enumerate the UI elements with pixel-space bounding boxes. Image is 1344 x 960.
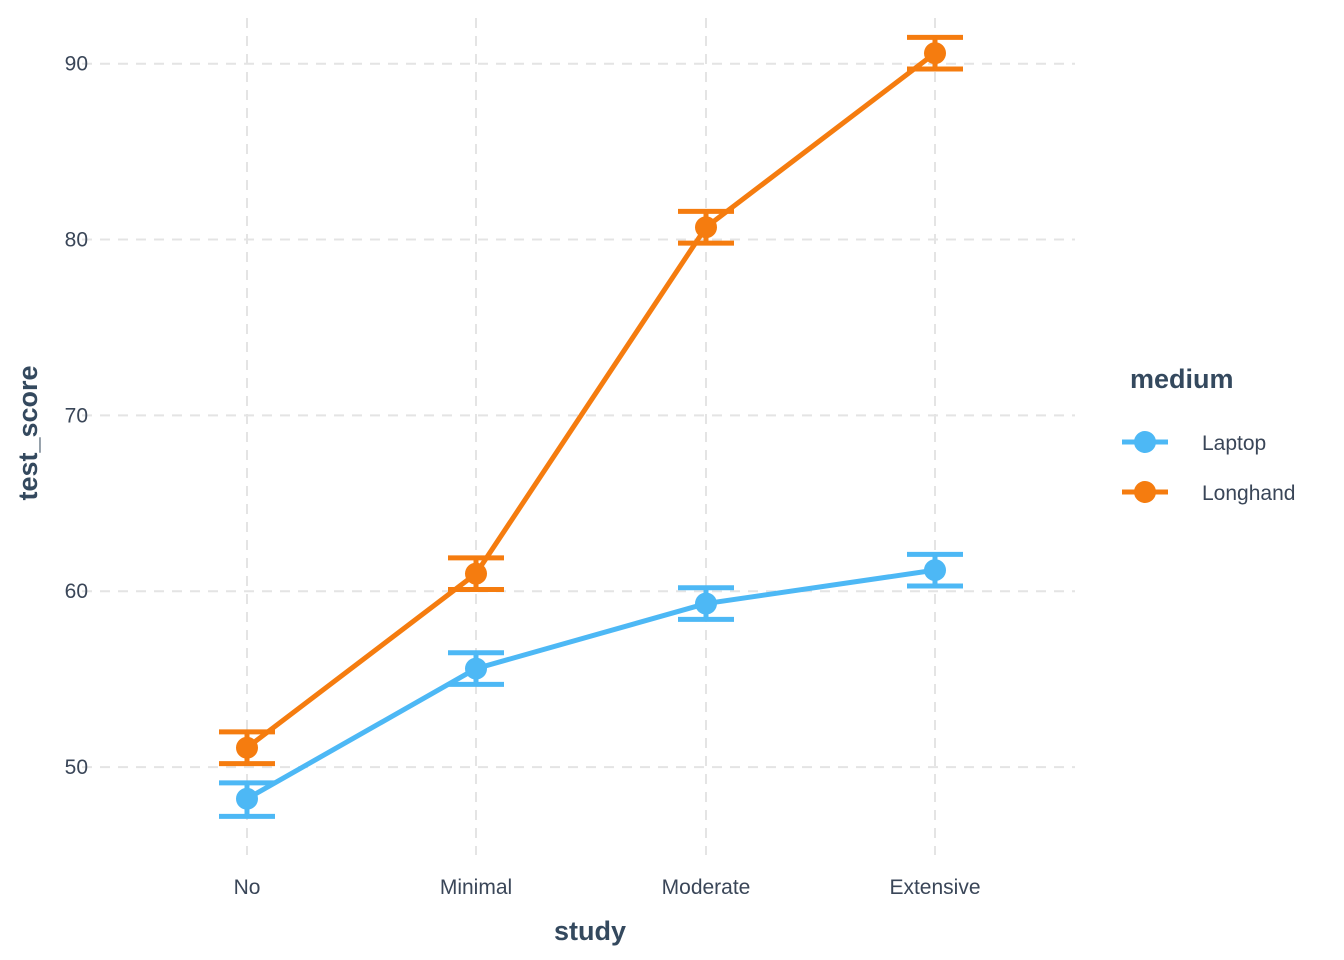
y-tick-label: 90 [65, 53, 88, 76]
data-point [236, 736, 258, 759]
data-point [695, 592, 717, 615]
legend-key-point [1134, 431, 1156, 453]
y-tick-label: 70 [65, 404, 88, 427]
x-tick-label: Extensive [889, 876, 980, 899]
data-point [465, 562, 487, 585]
x-axis-title: study [554, 916, 626, 946]
y-tick-label: 50 [65, 756, 88, 779]
legend-item-longhand: Longhand [1122, 481, 1295, 505]
series-line [245, 51, 937, 750]
legend-key-point [1134, 481, 1156, 503]
legend-item-laptop: Laptop [1122, 431, 1266, 455]
grid [82, 18, 1075, 855]
series [219, 34, 963, 819]
y-axis-title: test_score [13, 365, 43, 500]
data-point [695, 216, 717, 239]
x-tick-label: Moderate [662, 876, 751, 899]
data-point [924, 559, 946, 582]
series-line [245, 567, 936, 801]
y-tick-label: 80 [65, 229, 88, 252]
series-laptop [219, 551, 963, 819]
x-tick-label: No [234, 876, 261, 899]
legend: medium Laptop Longhand [1122, 364, 1295, 505]
series-longhand [219, 34, 963, 767]
legend-title: medium [1130, 364, 1234, 394]
data-point [924, 42, 946, 65]
y-axis-ticks: 50 60 70 80 90 [65, 53, 88, 779]
data-point [465, 657, 487, 680]
legend-label: Longhand [1202, 482, 1295, 505]
legend-label: Laptop [1202, 432, 1266, 455]
data-point [236, 787, 258, 810]
x-axis-ticks: No Minimal Moderate Extensive [234, 876, 981, 899]
y-tick-label: 60 [65, 580, 88, 603]
x-tick-label: Minimal [440, 876, 512, 899]
